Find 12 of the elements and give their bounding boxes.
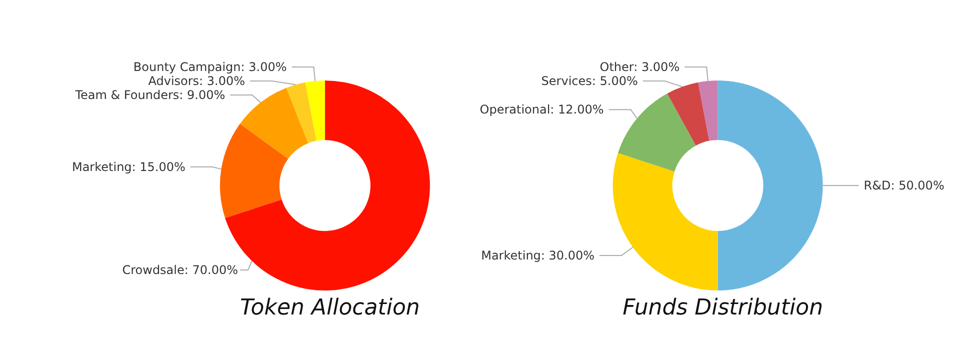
slice-label: Team & Founders: 9.00% <box>74 88 226 102</box>
slice-label: Marketing: 30.00% <box>481 248 595 262</box>
slice-label: Advisors: 3.00% <box>148 74 246 88</box>
text: Token Allocation <box>240 296 420 320</box>
slice-label: Marketing: 15.00% <box>72 160 186 174</box>
slice-label: Operational: 12.00% <box>480 102 604 117</box>
slice-label: Bounty Campaign: 3.00% <box>133 60 287 74</box>
slice-label: R&D: 50.00% <box>864 178 944 192</box>
slice-label: Services: 5.00% <box>541 74 638 88</box>
text: Funds Distribution <box>622 296 824 320</box>
slice-label: Other: 3.00% <box>600 60 680 74</box>
slice-label: Crowdsale: 70.00% <box>122 263 238 277</box>
